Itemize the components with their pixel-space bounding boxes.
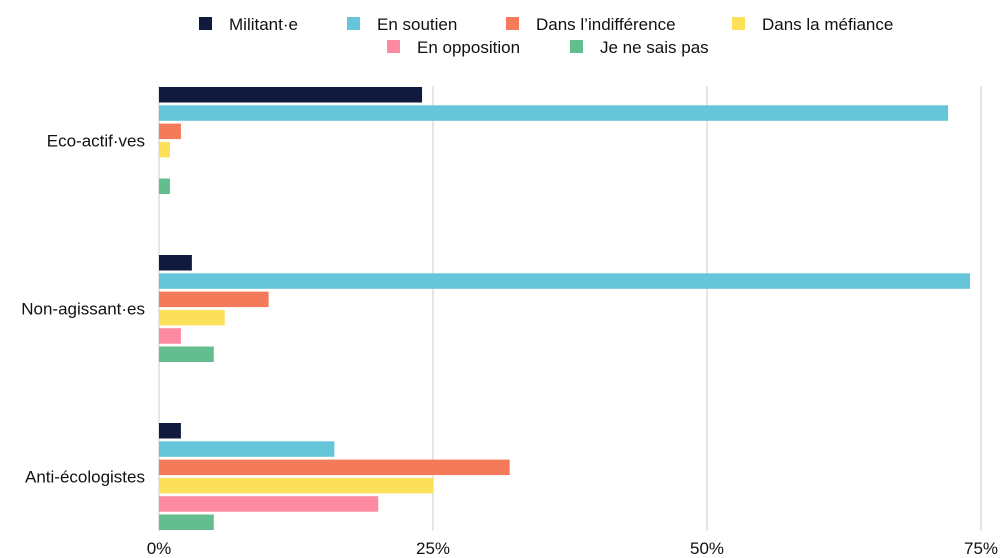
x-tick-label: 0% bbox=[147, 539, 172, 558]
x-tick-label: 25% bbox=[416, 539, 450, 558]
legend: Militant·e En soutien Dans l’indifférence D… bbox=[199, 15, 893, 57]
legend-swatch bbox=[347, 17, 360, 30]
legend-swatch bbox=[732, 17, 745, 30]
category-label: Eco-actif·ves bbox=[47, 132, 145, 151]
bar bbox=[159, 423, 181, 439]
bar bbox=[159, 123, 181, 140]
legend-swatch bbox=[506, 17, 519, 30]
x-tick-label: 50% bbox=[690, 539, 724, 558]
bar bbox=[159, 441, 335, 457]
category-label: Anti-écologistes bbox=[25, 468, 145, 487]
legend-label: Je ne sais pas bbox=[600, 38, 709, 57]
bar bbox=[159, 309, 225, 326]
legend-label: Militant·e bbox=[229, 15, 298, 34]
bars bbox=[159, 87, 971, 530]
x-axis-ticks: 0% 25% 50% 75% bbox=[147, 539, 998, 558]
category-label: Non-agissant·es bbox=[21, 300, 145, 319]
legend-label: En opposition bbox=[417, 38, 520, 57]
category-labels: Eco-actif·ves Non-agissant·es Anti-écologi… bbox=[21, 132, 145, 487]
legend-label: Dans la méfiance bbox=[762, 15, 893, 34]
bar bbox=[159, 255, 192, 271]
legend-label: Dans l’indifférence bbox=[536, 15, 676, 34]
bar bbox=[159, 273, 971, 289]
legend-swatch bbox=[570, 40, 583, 53]
bar bbox=[159, 178, 170, 194]
legend-swatch bbox=[387, 40, 400, 53]
bar bbox=[159, 477, 433, 494]
bar bbox=[159, 346, 214, 362]
x-tick-label: 75% bbox=[964, 539, 998, 558]
bar bbox=[159, 105, 949, 121]
gridlines bbox=[158, 86, 982, 531]
bar bbox=[159, 328, 181, 344]
bar bbox=[159, 459, 510, 476]
bar bbox=[159, 496, 379, 512]
bar bbox=[159, 291, 269, 308]
bar bbox=[159, 514, 214, 530]
legend-label: En soutien bbox=[377, 15, 457, 34]
bar bbox=[159, 141, 170, 158]
legend-swatch bbox=[199, 17, 212, 30]
bar bbox=[159, 87, 423, 103]
